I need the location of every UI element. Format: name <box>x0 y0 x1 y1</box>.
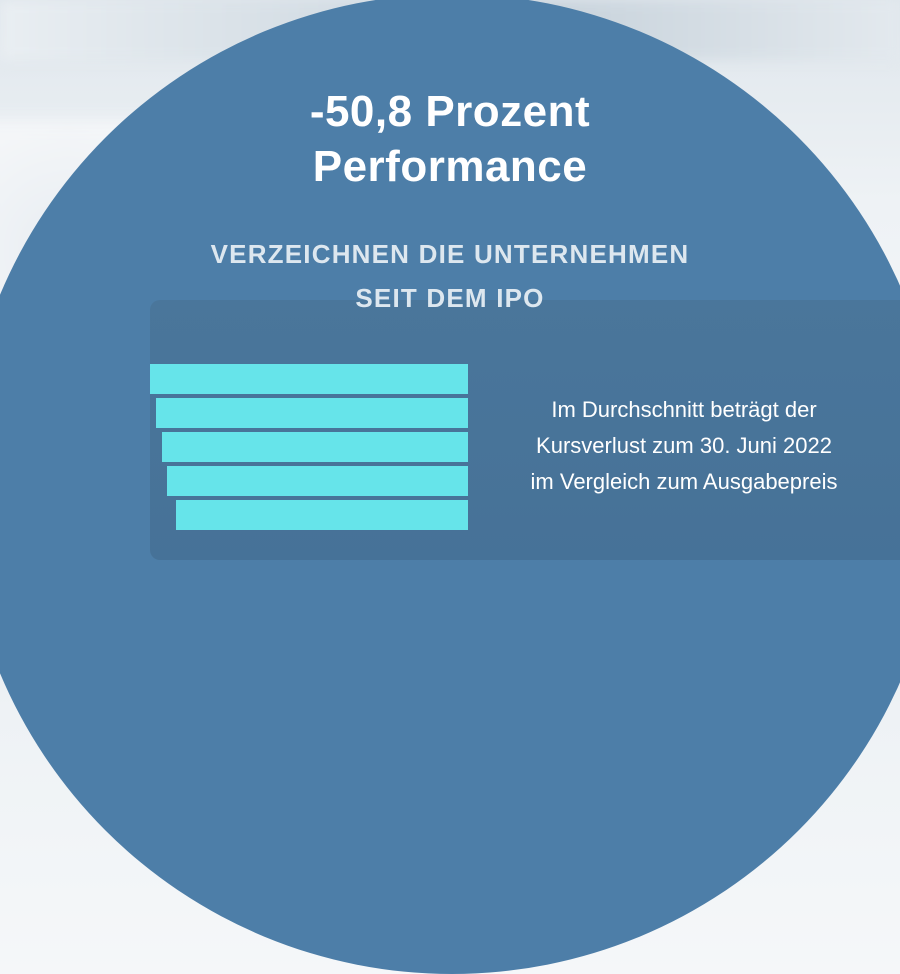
decorative-bar <box>162 432 468 462</box>
subheadline-line-1: VERZEICHNEN DIE UNTERNEHMEN <box>210 239 690 269</box>
decorative-bar <box>176 500 468 530</box>
headline-line-1: -50,8 Prozent <box>309 87 591 136</box>
subheadline-line-2: SEIT DEM IPO <box>355 283 545 313</box>
decorative-bar <box>150 364 468 394</box>
decorative-bar <box>167 466 468 496</box>
description-text: Im Durchschnitt beträgt der Kursverlust … <box>468 392 900 500</box>
description-line-2: Kursverlust zum 30. Juni 2022 <box>536 433 832 458</box>
subheadline: VERZEICHNEN DIE UNTERNEHMEN SEIT DEM IPO <box>0 232 900 320</box>
headline: -50,8 Prozent Performance <box>0 84 900 194</box>
description-line-1: Im Durchschnitt beträgt der <box>551 397 817 422</box>
decorative-bar <box>156 398 468 428</box>
description-line-3: im Vergleich zum Ausgabepreis <box>530 469 838 494</box>
headline-line-2: Performance <box>312 142 588 191</box>
